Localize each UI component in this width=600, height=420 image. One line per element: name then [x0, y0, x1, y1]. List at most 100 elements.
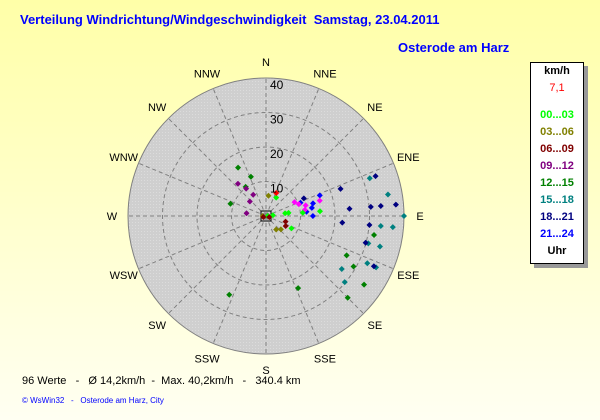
direction-label-NNE: NNE	[313, 69, 336, 81]
data-point-59	[277, 226, 284, 233]
stats-summary: 96 Werte - Ø 14,2km/h - Max. 40,2km/h - …	[22, 375, 301, 387]
data-point-64	[260, 213, 267, 220]
data-point-21	[341, 279, 348, 286]
direction-label-S: S	[262, 365, 269, 377]
data-point-13	[401, 213, 407, 219]
data-point-24	[346, 205, 353, 212]
legend-current-value: 7,1	[549, 82, 565, 94]
data-point-3	[227, 200, 234, 207]
ring-label-20: 20	[270, 147, 284, 161]
legend-class-00---03: 00...03	[540, 109, 574, 121]
direction-label-SW: SW	[148, 320, 166, 332]
direction-label-NNW: NNW	[194, 69, 221, 81]
spoke-SW	[168, 215, 267, 314]
data-point-27	[392, 201, 399, 208]
direction-label-NW: NW	[148, 102, 167, 114]
data-point-40	[295, 201, 302, 208]
spoke-SSW	[212, 215, 267, 344]
data-point-6	[371, 232, 378, 239]
data-point-29	[366, 222, 373, 229]
data-point-65	[273, 189, 280, 196]
data-point-8	[295, 285, 302, 292]
data-point-14	[377, 223, 384, 230]
data-point-23	[337, 185, 344, 192]
data-point-41	[302, 202, 309, 209]
data-point-18	[364, 260, 371, 267]
direction-label-ENE: ENE	[397, 152, 420, 164]
data-point-22	[372, 173, 379, 180]
direction-label-ESE: ESE	[397, 270, 419, 282]
data-point-9	[226, 291, 233, 298]
direction-label-WNW: WNW	[109, 152, 138, 164]
spoke-NE	[265, 118, 364, 217]
direction-label-SSE: SSE	[314, 353, 336, 365]
data-point-45	[243, 185, 250, 192]
data-point-10	[344, 294, 351, 301]
data-point-48	[243, 210, 250, 217]
direction-label-NE: NE	[367, 102, 382, 114]
legend-class-06---09: 06...09	[540, 143, 574, 155]
legend-unit: km/h	[544, 65, 570, 77]
data-point-54	[288, 225, 295, 232]
data-point-55	[299, 209, 306, 216]
data-point-15	[389, 224, 396, 231]
data-point-28	[339, 219, 346, 226]
legend-footer: Uhr	[547, 245, 567, 257]
ring-label-10: 10	[270, 182, 284, 196]
direction-label-E: E	[416, 211, 423, 223]
data-point-53	[285, 209, 292, 216]
data-point-5	[350, 263, 357, 270]
spoke-ENE	[265, 162, 394, 217]
data-point-44	[234, 180, 241, 187]
ring-label-30: 30	[270, 113, 284, 127]
legend: km/h 7,1 00...03 03...06 06...09 09...12 12.…	[530, 62, 584, 264]
spoke-WSW	[138, 215, 267, 270]
data-point-0	[235, 164, 242, 171]
data-point-33	[316, 192, 323, 199]
chart-title: Verteilung Windrichtung/Windgeschwindigk…	[20, 12, 440, 27]
data-point-34	[309, 200, 316, 207]
data-point-1	[247, 173, 254, 180]
data-point-56	[316, 208, 323, 215]
direction-label-W: W	[107, 211, 118, 223]
ring-label-40: 40	[270, 78, 284, 92]
data-point-11	[366, 175, 373, 182]
data-point-30	[362, 239, 369, 246]
spoke-NNW	[212, 88, 267, 217]
data-point-12	[384, 191, 391, 198]
data-point-25	[367, 203, 374, 210]
data-point-35	[308, 204, 315, 211]
spoke-WNW	[138, 162, 267, 217]
legend-class-21---24: 21...24	[540, 228, 574, 240]
data-point-43	[316, 197, 323, 204]
data-point-62	[282, 223, 289, 230]
direction-label-N: N	[262, 57, 270, 69]
direction-label-SSW: SSW	[195, 353, 221, 365]
data-point-61	[282, 218, 289, 225]
data-point-32	[300, 195, 307, 202]
data-point-7	[361, 281, 368, 288]
data-point-26	[377, 202, 384, 209]
ring-30	[162, 112, 370, 320]
spoke-NNE	[265, 88, 320, 217]
data-point-57	[265, 192, 272, 199]
legend-class-15---18: 15...18	[540, 194, 574, 206]
legend-class-12---15: 12...15	[540, 177, 574, 189]
data-point-47	[246, 198, 253, 205]
data-point-16	[376, 243, 383, 250]
ring-20	[196, 146, 336, 286]
data-point-31	[370, 263, 377, 270]
spoke-SSE	[265, 215, 320, 344]
data-point-49	[273, 194, 280, 201]
data-point-46	[250, 191, 257, 198]
ring-10	[231, 181, 301, 251]
legend-class-18---21: 18...21	[540, 211, 574, 223]
credit-line: © WsWin32 - Osterode am Harz, City	[22, 396, 164, 405]
data-point-20	[338, 266, 345, 273]
direction-label-WSW: WSW	[110, 270, 139, 282]
data-point-63	[266, 214, 273, 221]
data-point-37	[309, 213, 316, 219]
legend-class-09---12: 09...12	[540, 160, 574, 172]
location-subtitle: Osterode am Harz	[398, 40, 510, 55]
